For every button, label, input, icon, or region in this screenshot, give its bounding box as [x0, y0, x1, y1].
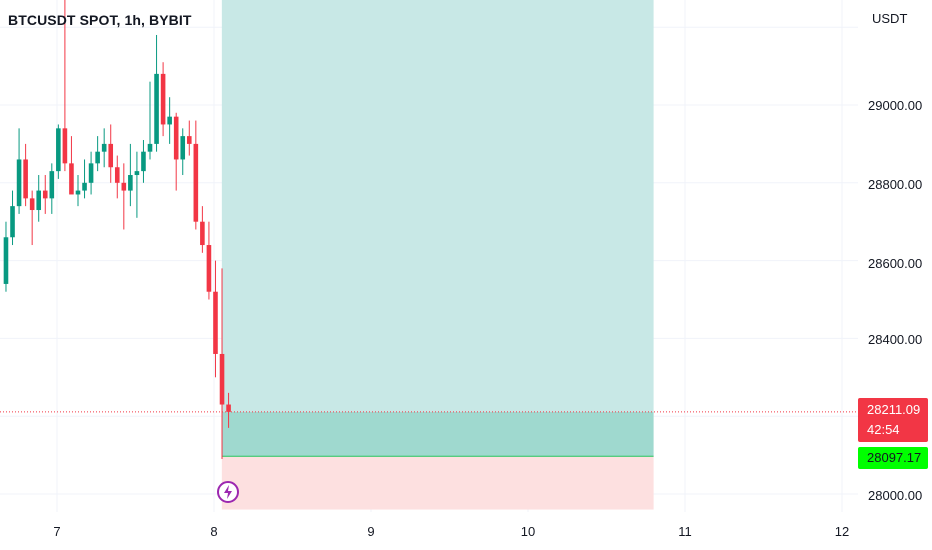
- candle: [10, 190, 15, 246]
- candle: [134, 151, 140, 218]
- candle: [88, 151, 94, 195]
- candle-body: [10, 206, 15, 238]
- candle: [121, 163, 127, 230]
- candle-body: [180, 136, 186, 160]
- time-tick-10: 10: [520, 524, 536, 539]
- time-tick-11: 11: [678, 524, 692, 539]
- candle-body: [193, 143, 199, 222]
- price-axis[interactable]: USDT 29000.00 28800.00 28600.00 28400.00…: [858, 0, 932, 550]
- candle-body: [213, 291, 218, 354]
- candle: [173, 112, 179, 191]
- candle-body: [95, 151, 100, 164]
- chart-canvas[interactable]: [0, 0, 858, 512]
- price-tick-28800: 28800.00: [868, 177, 923, 192]
- flash-icon[interactable]: [217, 481, 239, 503]
- profit-zone: [221, 0, 654, 412]
- candle-body: [147, 143, 153, 152]
- chart-pane[interactable]: BTCUSDT SPOT, 1h, BYBIT: [0, 0, 858, 512]
- candle: [101, 128, 107, 168]
- candle-body: [3, 237, 9, 284]
- candle: [16, 128, 22, 214]
- price-tick-28400: 28400.00: [868, 332, 923, 347]
- candle: [108, 124, 114, 183]
- price-tick-29000: 29000.00: [868, 98, 923, 113]
- candle-body: [141, 151, 146, 172]
- candle: [29, 190, 35, 246]
- candlestick-series: [3, 0, 231, 459]
- candle: [23, 143, 28, 207]
- candle: [141, 140, 146, 183]
- candle-body: [200, 221, 205, 246]
- price-tick-28600: 28600.00: [868, 256, 923, 271]
- candle-body: [56, 128, 61, 172]
- loss-zone: [221, 456, 654, 510]
- candle-body: [88, 163, 94, 183]
- candle-body: [173, 116, 179, 160]
- candle: [62, 0, 68, 172]
- price-tick-28000: 28000.00: [868, 488, 923, 503]
- candle: [213, 260, 218, 378]
- bar-countdown: 42:54: [867, 422, 900, 437]
- time-tick-7: 7: [53, 524, 61, 539]
- candle: [186, 120, 192, 156]
- candle-body: [186, 136, 192, 144]
- candle: [95, 136, 100, 172]
- candle-body: [154, 73, 159, 144]
- candle-body: [82, 182, 87, 191]
- candle-body: [108, 143, 114, 168]
- candle-body: [219, 353, 225, 405]
- candle-body: [36, 190, 42, 211]
- candle: [82, 159, 87, 199]
- time-tick-8: 8: [210, 524, 218, 539]
- candle: [206, 221, 212, 300]
- candle: [226, 392, 231, 428]
- candle-body: [160, 73, 166, 125]
- candle: [147, 81, 153, 160]
- candle-body: [101, 143, 107, 152]
- time-tick-12: 12: [834, 524, 850, 539]
- time-tick-9: 9: [367, 524, 375, 539]
- candle: [75, 175, 81, 207]
- last-price-value: 28211.09: [867, 402, 921, 417]
- candle-body: [29, 198, 35, 211]
- candle-body: [49, 171, 55, 199]
- candle-body: [23, 159, 28, 199]
- stop-price-badge: 28097.17: [858, 447, 928, 469]
- currency-label: USDT: [872, 11, 908, 26]
- time-axis[interactable]: 7 8 9 10 11 12: [0, 512, 858, 550]
- candle: [128, 143, 133, 207]
- candle-body: [75, 190, 81, 195]
- candle-body: [167, 116, 172, 125]
- candle: [193, 120, 199, 230]
- candle-body: [62, 128, 68, 164]
- candle: [167, 97, 172, 144]
- candle: [160, 62, 166, 137]
- candle-body: [121, 182, 127, 191]
- candle: [49, 163, 55, 214]
- candle: [69, 136, 74, 195]
- candle-body: [134, 171, 140, 176]
- candle-body: [16, 159, 22, 207]
- candle: [154, 34, 159, 152]
- candle-body: [42, 190, 48, 199]
- candle: [219, 268, 225, 459]
- candle-body: [206, 245, 212, 292]
- candle: [200, 206, 205, 253]
- candle-body: [114, 167, 120, 183]
- symbol-title[interactable]: BTCUSDT SPOT, 1h, BYBIT: [8, 12, 192, 28]
- candle-body: [69, 163, 74, 195]
- candle: [114, 155, 120, 199]
- candle-body: [226, 404, 231, 412]
- last-price-badge: 28211.09 42:54: [858, 398, 928, 442]
- entry-zone: [221, 411, 654, 457]
- candle: [42, 175, 48, 214]
- position-tool[interactable]: [221, 0, 654, 510]
- candle: [3, 221, 9, 292]
- candle-body: [128, 175, 133, 191]
- stop-price-value: 28097.17: [867, 450, 922, 465]
- candle: [36, 175, 42, 222]
- candle: [180, 128, 186, 176]
- candle: [56, 124, 61, 179]
